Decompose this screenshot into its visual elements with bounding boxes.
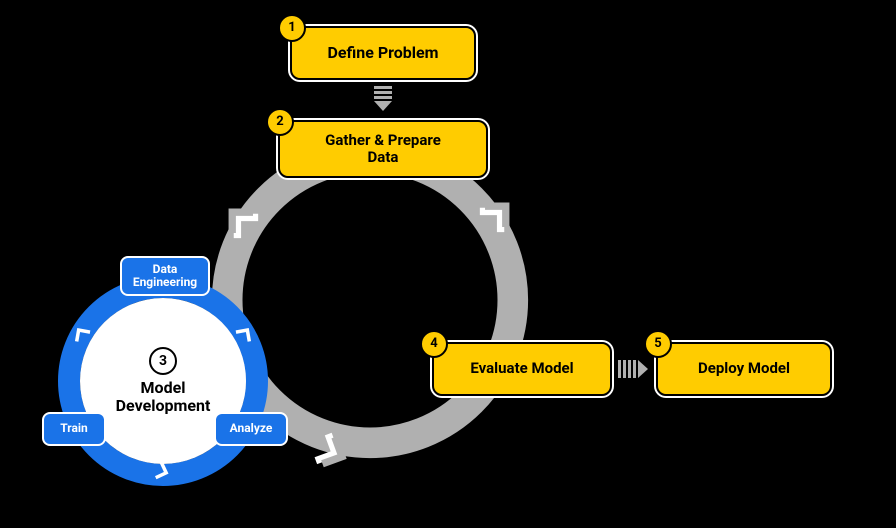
substep-analyze: Analyze xyxy=(216,414,286,444)
model-development-cycle: 3 Model Development xyxy=(58,276,268,486)
step-number-badge: 4 xyxy=(420,330,448,358)
step-define-problem: 1 Define Problem xyxy=(290,26,476,80)
step-number-badge: 2 xyxy=(266,108,294,136)
step-label: Model Development xyxy=(116,379,211,416)
step-deploy-model: 5 Deploy Model xyxy=(656,342,832,396)
diagram-stage: 1 Define Problem 2 Gather & Prepare Data… xyxy=(0,0,896,528)
arrow-connector-icon xyxy=(372,86,394,111)
step-evaluate-model: 4 Evaluate Model xyxy=(432,342,612,396)
step-label: Define Problem xyxy=(327,44,438,62)
step-label: Deploy Model xyxy=(698,360,790,377)
step-number-badge: 5 xyxy=(644,330,672,358)
step-label: Evaluate Model xyxy=(470,360,573,377)
step-number-badge: 1 xyxy=(278,14,306,42)
step-gather-prepare-data: 2 Gather & Prepare Data xyxy=(278,120,488,178)
step-number-badge: 3 xyxy=(149,347,177,375)
step-label: Gather & Prepare Data xyxy=(325,132,441,167)
arrow-connector-icon xyxy=(618,360,648,378)
substep-data-engineering: Data Engineering xyxy=(122,258,208,294)
substep-train: Train xyxy=(44,414,104,444)
